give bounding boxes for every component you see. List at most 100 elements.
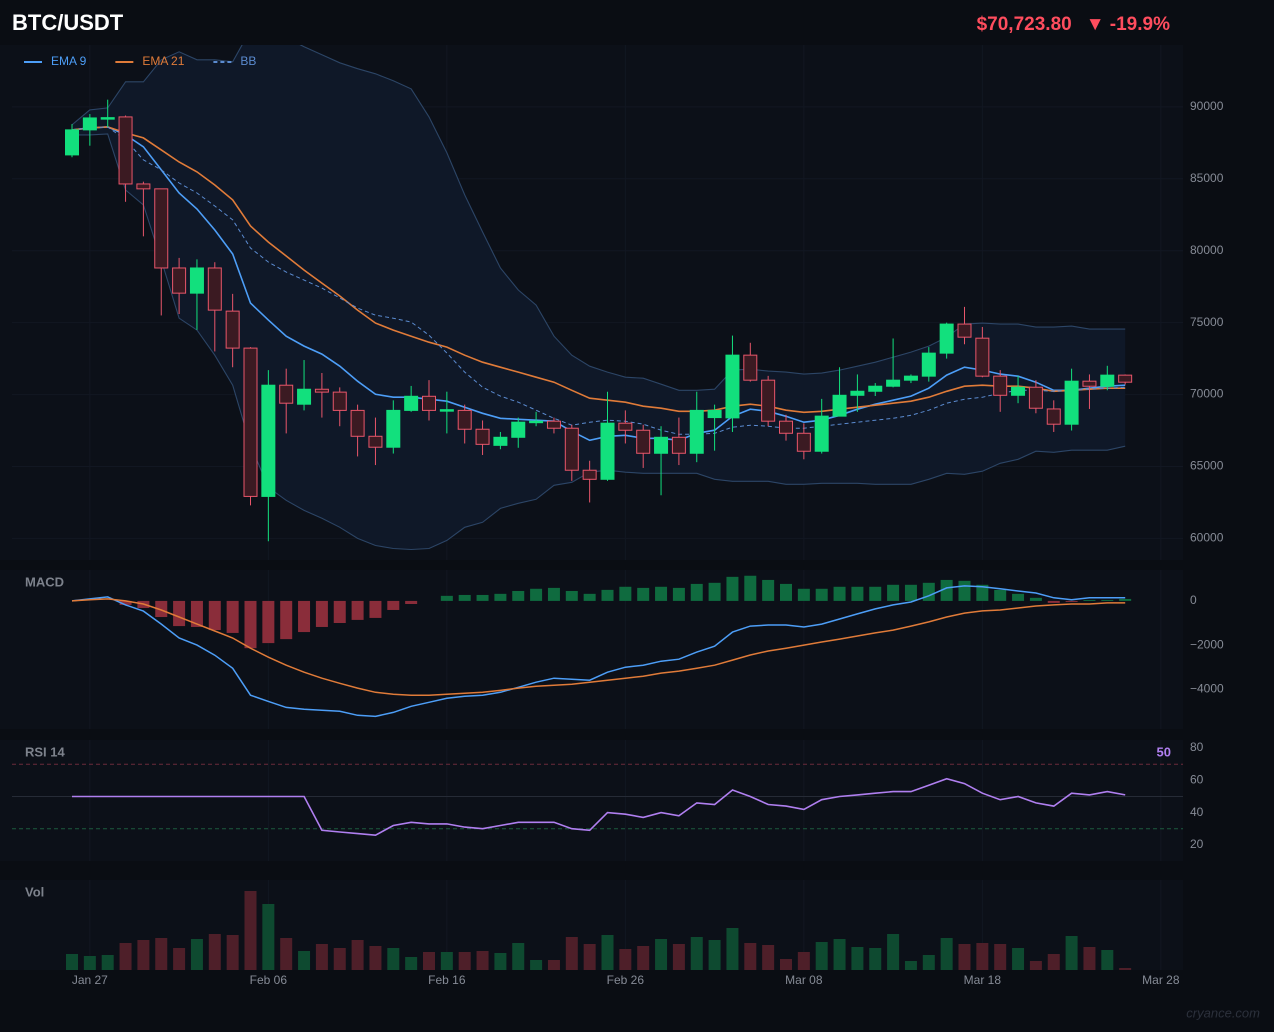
candle-body — [279, 384, 294, 404]
y-tick-label: 0 — [1190, 593, 1197, 607]
macd-histogram-bar — [672, 587, 685, 601]
macd-histogram-bar — [119, 600, 132, 605]
y-tick-label: 80 — [1190, 740, 1204, 754]
macd-histogram-bar — [315, 600, 328, 627]
volume-bar — [833, 939, 846, 970]
y-tick-label: 75000 — [1190, 315, 1224, 329]
candle-body — [136, 183, 151, 190]
y-tick-label: −2000 — [1190, 637, 1224, 651]
macd-histogram-bar — [1029, 597, 1042, 601]
volume-bar — [351, 940, 364, 970]
macd-histogram-bar — [797, 588, 810, 601]
volume-bar — [155, 938, 168, 970]
panel-content — [71, 575, 1132, 718]
panel — [0, 740, 1183, 861]
candle-body — [761, 379, 776, 422]
panel-content — [66, 891, 1132, 970]
price-info: $70,723.80 ▼ -19.9% — [977, 14, 1170, 35]
volume-bar — [655, 939, 668, 970]
x-tick-label: Mar 08 — [785, 973, 823, 987]
volume-bar — [726, 928, 739, 970]
y-tick-label: −4000 — [1190, 681, 1224, 695]
candle-body — [850, 390, 865, 396]
candle-body — [832, 394, 847, 417]
macd-line — [71, 598, 1126, 696]
candle-body — [225, 310, 240, 349]
x-tick-label: Mar 28 — [1142, 973, 1180, 987]
volume-bar — [1065, 936, 1078, 970]
macd-histogram-bar — [583, 593, 596, 601]
volume-bar — [815, 942, 828, 970]
candle-body — [207, 267, 222, 311]
volume-bar — [190, 939, 203, 970]
candle-body — [779, 420, 793, 434]
volume-bar — [797, 952, 810, 970]
volume-bar — [601, 935, 614, 970]
macd-histogram-bar — [244, 600, 257, 649]
macd-histogram-bar — [565, 590, 578, 601]
candle-body — [350, 409, 365, 437]
volume-bar — [315, 944, 328, 970]
macd-histogram-bar — [726, 576, 739, 601]
volume-bar — [83, 956, 96, 970]
macd-histogram-bar — [869, 586, 882, 601]
candle-body — [314, 388, 329, 393]
volume-bar — [1119, 968, 1132, 970]
y-tick-label: 60000 — [1190, 531, 1224, 545]
candle-body — [582, 469, 597, 480]
volume-bar — [976, 943, 989, 970]
candle-body — [404, 395, 419, 411]
price: $70,723.80 — [977, 14, 1072, 35]
candle-body — [743, 354, 758, 381]
volume-bar — [708, 940, 721, 970]
price-change: ▼ -19.9% — [1086, 14, 1170, 35]
indicator-line — [71, 126, 1126, 435]
volume-bar — [1083, 947, 1096, 970]
macd-histogram-bar — [887, 584, 900, 601]
volume-bar — [762, 945, 775, 970]
macd-histogram-bar — [1119, 598, 1132, 601]
candle-body — [118, 116, 133, 185]
candle-body — [654, 436, 669, 454]
macd-histogram-bar — [637, 587, 650, 601]
indicator-line — [71, 126, 1126, 442]
symbol: BTC/USDT — [12, 10, 124, 35]
candle-body — [1046, 408, 1061, 425]
macd-histogram-bar — [547, 587, 560, 601]
volume-bar — [1047, 954, 1060, 970]
macd-histogram-bar — [833, 586, 846, 601]
volume-bar — [101, 955, 114, 970]
macd-histogram-bar — [262, 600, 275, 644]
macd-histogram-bar — [458, 594, 471, 601]
volume-bar — [940, 938, 953, 970]
candle-body — [814, 415, 829, 452]
macd-histogram-bar — [1047, 600, 1060, 603]
macd-histogram-bar — [333, 600, 346, 623]
volume-bar — [119, 943, 132, 970]
macd-histogram-bar — [780, 583, 792, 601]
candle-body — [189, 267, 204, 294]
candle-body — [100, 117, 115, 120]
candle-body — [1082, 380, 1097, 387]
legend-label: BB — [240, 54, 256, 68]
volume-bar — [1101, 950, 1114, 970]
y-tick-label: 80000 — [1190, 243, 1224, 257]
legend-label: EMA 21 — [142, 54, 184, 68]
candle-body — [457, 409, 472, 430]
candle-body — [903, 375, 918, 381]
candle-body — [1011, 386, 1026, 396]
macd-histogram-bar — [815, 588, 828, 601]
candle-body — [993, 375, 1008, 396]
panel-title: MACD — [25, 574, 64, 589]
macd-histogram-bar — [1083, 599, 1096, 601]
candle-body — [618, 422, 633, 431]
macd-histogram-bar — [155, 600, 168, 618]
macd-histogram-bar — [619, 586, 632, 601]
candle-body — [939, 323, 954, 354]
volume-bar — [904, 961, 917, 970]
y-tick-label: 20 — [1190, 837, 1204, 851]
volume-bar — [887, 934, 900, 970]
candle-body — [600, 422, 615, 480]
y-tick-label: 85000 — [1190, 171, 1224, 185]
